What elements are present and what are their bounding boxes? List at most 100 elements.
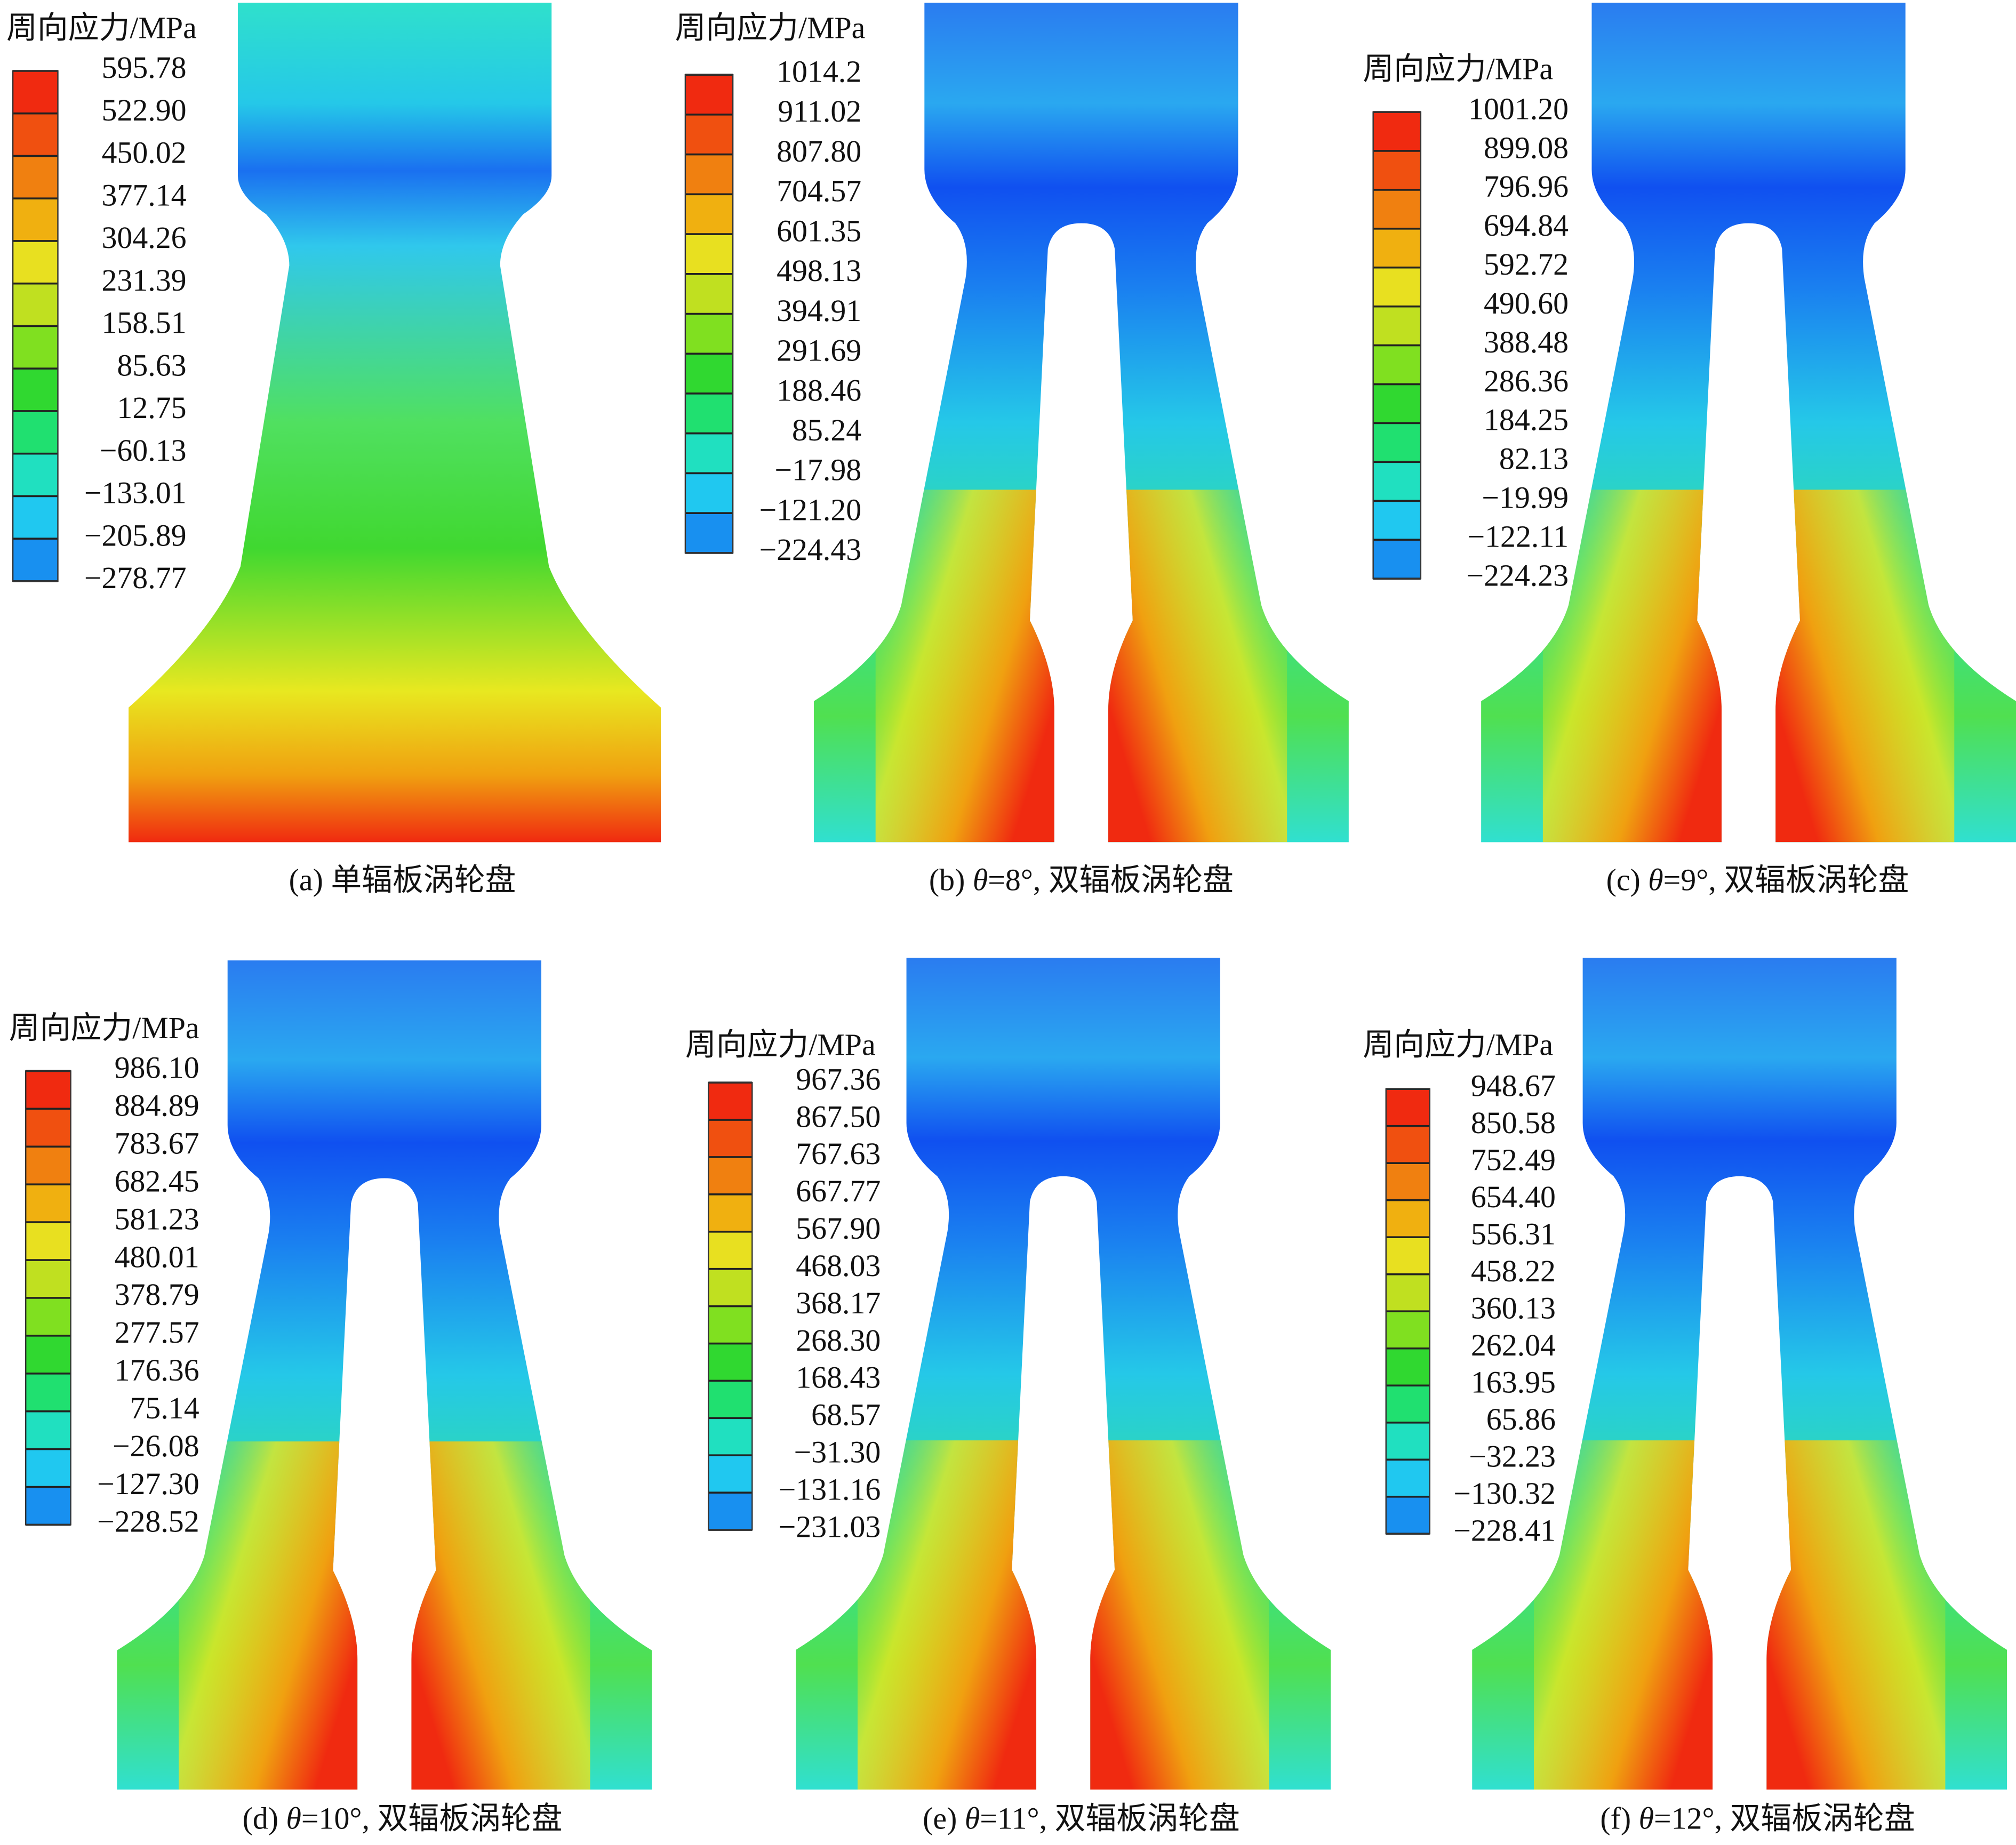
colorbar-band bbox=[1373, 423, 1421, 463]
legend-label: 850.58 bbox=[1471, 1105, 1556, 1140]
legend-label: −122.11 bbox=[1468, 519, 1569, 554]
colorbar-band bbox=[685, 194, 733, 235]
colorbar-band bbox=[1386, 1311, 1430, 1349]
colorbar-band bbox=[13, 539, 58, 582]
legend-label: −17.98 bbox=[774, 453, 861, 487]
caption-part: θ bbox=[973, 863, 988, 897]
colorbar-band bbox=[1373, 540, 1421, 580]
colorbar-band bbox=[26, 1146, 71, 1185]
colorbar-band bbox=[13, 156, 58, 199]
legend-label: −130.32 bbox=[1453, 1476, 1556, 1511]
colorbar-frame bbox=[1372, 111, 1422, 580]
legend-label: 377.14 bbox=[101, 178, 186, 212]
colorbar-band bbox=[685, 234, 733, 275]
panel: 周向应力/MPa 948.67850.58752.49654.40556.3145… bbox=[1363, 958, 2007, 1836]
colorbar-band bbox=[708, 1343, 753, 1382]
legend-label: 752.49 bbox=[1471, 1142, 1556, 1177]
colorbar-band bbox=[685, 274, 733, 315]
hot-zone bbox=[410, 1441, 590, 1790]
caption-part: (a) 单辐板涡轮盘 bbox=[289, 863, 516, 897]
legend-label: 592.72 bbox=[1484, 247, 1569, 282]
legend-title: 周向应力/MPa bbox=[1363, 1027, 1553, 1062]
legend-label: 65.86 bbox=[1486, 1402, 1556, 1437]
colorbar-band bbox=[708, 1306, 753, 1344]
legend-label: 468.03 bbox=[796, 1248, 881, 1283]
legend-label: −228.52 bbox=[97, 1504, 199, 1539]
colorbar-band bbox=[13, 411, 58, 454]
colorbar-band bbox=[708, 1194, 753, 1232]
legend-label: 450.02 bbox=[101, 135, 186, 170]
caption-part: =12°, 双辐板涡轮盘 bbox=[1654, 1801, 1915, 1836]
colorbar-band bbox=[1386, 1385, 1430, 1423]
colorbar-band bbox=[1373, 306, 1421, 346]
colorbar-band bbox=[26, 1297, 71, 1337]
legend-label: 1001.20 bbox=[1468, 91, 1569, 126]
caption: (a) 单辐板涡轮盘 bbox=[289, 863, 516, 897]
legend-label: −26.08 bbox=[113, 1429, 199, 1463]
colorbar-band bbox=[1373, 150, 1421, 191]
hot-zone bbox=[875, 490, 1056, 843]
caption-part: (b) bbox=[929, 863, 973, 897]
colorbar-frame bbox=[12, 70, 59, 582]
colorbar-band bbox=[1373, 345, 1421, 385]
legend-label: 490.60 bbox=[1484, 286, 1569, 320]
colorbar-band bbox=[1373, 384, 1421, 424]
colorbar-band bbox=[1386, 1422, 1430, 1461]
legend-label: 884.89 bbox=[115, 1088, 199, 1123]
hot-zone bbox=[1765, 1440, 1946, 1790]
legend-label: 654.40 bbox=[1471, 1180, 1556, 1214]
legend-label: 163.95 bbox=[1471, 1365, 1556, 1400]
legend-label: −31.30 bbox=[794, 1435, 881, 1470]
legend-title: 周向应力/MPa bbox=[6, 10, 197, 45]
colorbar-frame bbox=[708, 1081, 753, 1531]
colorbar-band bbox=[13, 326, 58, 370]
legend-title: 周向应力/MPa bbox=[685, 1027, 876, 1062]
colorbar-band bbox=[685, 513, 733, 554]
colorbar-band bbox=[26, 1260, 71, 1299]
legend-label: 68.57 bbox=[811, 1398, 881, 1432]
legend-label: 184.25 bbox=[1484, 403, 1569, 437]
caption-part: =9°, 双辐板涡轮盘 bbox=[1663, 863, 1909, 897]
caption-part: =8°, 双辐板涡轮盘 bbox=[988, 863, 1234, 897]
legend-label: 458.22 bbox=[1471, 1254, 1556, 1288]
colorbar-band bbox=[708, 1418, 753, 1456]
panel: 周向应力/MPa 1001.20 899.08 796.96 694.84 592.72 4… bbox=[1363, 3, 2016, 897]
colorbar-band bbox=[13, 198, 58, 242]
colorbar-band bbox=[1386, 1200, 1430, 1238]
colorbar-band bbox=[26, 1449, 71, 1488]
legend-label: 158.51 bbox=[101, 306, 186, 340]
legend-label: 231.39 bbox=[101, 263, 186, 298]
legend-label: 783.67 bbox=[115, 1126, 199, 1161]
colorbar-band bbox=[26, 1109, 71, 1148]
colorbar-frame bbox=[25, 1070, 71, 1526]
colorbar-frame bbox=[684, 74, 734, 554]
colorbar-band bbox=[26, 1487, 71, 1526]
colorbar-band bbox=[13, 283, 58, 327]
caption-part: (d) bbox=[243, 1801, 286, 1836]
legend-label: 796.96 bbox=[1484, 169, 1569, 204]
legend-label: 682.45 bbox=[115, 1164, 199, 1198]
legend-label: −278.77 bbox=[84, 560, 187, 595]
legend-label: −32.23 bbox=[1469, 1439, 1556, 1474]
colorbar-band bbox=[1386, 1496, 1430, 1535]
colorbar-band bbox=[708, 1381, 753, 1419]
legend-label: 176.36 bbox=[115, 1353, 199, 1387]
colorbar-band bbox=[26, 1184, 71, 1223]
legend-label: 85.63 bbox=[117, 348, 186, 382]
legend-label: −133.01 bbox=[84, 476, 187, 510]
colorbar-band bbox=[685, 114, 733, 155]
legend-label: 667.77 bbox=[796, 1174, 881, 1208]
caption: (c) θ=9°, 双辐板涡轮盘 bbox=[1606, 863, 1909, 897]
caption-part: =10°, 双辐板涡轮盘 bbox=[301, 1801, 563, 1836]
hot-zone bbox=[1542, 490, 1723, 843]
legend-label: 899.08 bbox=[1484, 130, 1569, 165]
colorbar-band bbox=[1386, 1163, 1430, 1201]
caption: (d) θ=10°, 双辐板涡轮盘 bbox=[243, 1801, 563, 1836]
legend-label: −121.20 bbox=[759, 492, 861, 527]
legend-label: 286.36 bbox=[1484, 364, 1569, 398]
legend-title: 周向应力/MPa bbox=[675, 10, 866, 45]
panel: 周向应力/MPa967.36867.50767.63667.77567.9046… bbox=[685, 958, 1331, 1836]
colorbar-band bbox=[26, 1071, 71, 1110]
caption-part: (c) bbox=[1606, 863, 1649, 897]
panel: 周向应力/MPa 595.78 522.90 450.02 377.14 304.26 23… bbox=[6, 3, 661, 897]
